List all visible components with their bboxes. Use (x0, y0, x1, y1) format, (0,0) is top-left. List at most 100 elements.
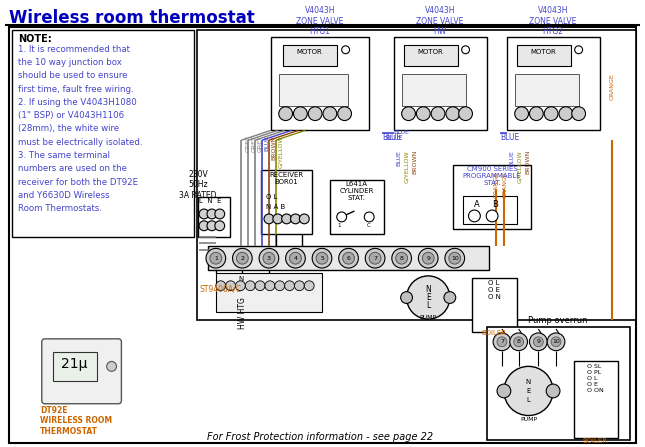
Bar (402, 74, 466, 106)
Circle shape (226, 281, 235, 291)
Text: MOTOR: MOTOR (296, 49, 322, 55)
Bar (394, 37, 487, 131)
Bar (462, 196, 517, 224)
Text: receiver for both the DT92E: receiver for both the DT92E (18, 177, 138, 186)
Text: BLUE: BLUE (394, 131, 410, 135)
Circle shape (286, 249, 305, 268)
Text: L641A
CYLINDER
STAT.: L641A CYLINDER STAT. (339, 181, 373, 201)
Circle shape (446, 107, 460, 121)
Text: BROWN: BROWN (412, 150, 417, 174)
Bar (279, 74, 348, 106)
Text: 9: 9 (426, 256, 430, 261)
Circle shape (406, 276, 450, 319)
Circle shape (486, 210, 498, 222)
Circle shape (571, 107, 586, 121)
Circle shape (293, 107, 307, 121)
Circle shape (265, 281, 275, 291)
Circle shape (392, 249, 412, 268)
Circle shape (233, 249, 252, 268)
Circle shape (493, 333, 511, 350)
Circle shape (337, 212, 346, 222)
Circle shape (255, 281, 265, 291)
Bar (208, 246, 489, 270)
Text: RECEIVER
BOR01: RECEIVER BOR01 (270, 172, 304, 185)
Text: PUMP: PUMP (420, 315, 437, 320)
Circle shape (419, 249, 438, 268)
Text: E: E (426, 293, 431, 302)
Text: A: A (475, 200, 480, 209)
Circle shape (468, 210, 481, 222)
Text: 6: 6 (346, 256, 350, 261)
Circle shape (284, 281, 295, 291)
Text: 5: 5 (320, 256, 324, 261)
Text: 10: 10 (552, 339, 560, 344)
Bar (515, 74, 579, 106)
Circle shape (338, 107, 352, 121)
Text: (28mm), the white wire: (28mm), the white wire (18, 124, 119, 134)
Bar (12, 30, 194, 236)
Circle shape (422, 252, 434, 264)
Circle shape (369, 252, 381, 264)
Circle shape (199, 209, 209, 219)
Circle shape (295, 281, 304, 291)
Circle shape (497, 337, 507, 347)
Circle shape (459, 107, 472, 121)
Circle shape (402, 107, 415, 121)
Text: 7: 7 (500, 339, 504, 344)
Circle shape (546, 384, 560, 398)
Circle shape (396, 252, 408, 264)
Text: N A B: N A B (266, 204, 285, 210)
Circle shape (216, 281, 226, 291)
Text: 9: 9 (537, 339, 541, 344)
Text: 10: 10 (451, 256, 459, 261)
Text: V4043H
ZONE VALVE
HTG2: V4043H ZONE VALVE HTG2 (530, 6, 577, 36)
Text: O L: O L (266, 194, 277, 200)
FancyBboxPatch shape (42, 339, 121, 404)
Text: BLUE: BLUE (500, 133, 519, 142)
Text: O SL
O PL
O L
O E
O ON: O SL O PL O L O E O ON (587, 364, 604, 392)
Text: 8: 8 (517, 339, 521, 344)
Text: 3. The same terminal: 3. The same terminal (18, 151, 110, 160)
Bar (453, 165, 531, 229)
Text: Wireless room thermostat: Wireless room thermostat (9, 9, 255, 27)
Text: O L
O E
O N: O L O E O N (488, 280, 501, 300)
Circle shape (547, 333, 565, 350)
Bar (53, 352, 97, 381)
Text: GREY: GREY (257, 135, 263, 152)
Circle shape (275, 281, 284, 291)
Text: ORANGE: ORANGE (610, 73, 615, 100)
Circle shape (290, 252, 301, 264)
Text: G/YELLOW: G/YELLOW (278, 135, 283, 168)
Bar (197, 30, 636, 320)
Text: must be electrically isolated.: must be electrically isolated. (18, 138, 143, 147)
Circle shape (342, 46, 350, 54)
Bar (330, 180, 384, 234)
Circle shape (290, 214, 301, 224)
Text: NOTE:: NOTE: (18, 34, 52, 44)
Text: 2. If using the V4043H1080: 2. If using the V4043H1080 (18, 98, 137, 107)
Circle shape (504, 367, 553, 416)
Text: 7: 7 (373, 256, 377, 261)
Circle shape (339, 249, 359, 268)
Circle shape (497, 384, 511, 398)
Text: N: N (425, 285, 431, 294)
Text: GREY: GREY (246, 135, 251, 152)
Text: B: B (492, 200, 498, 209)
Circle shape (551, 337, 561, 347)
Text: 8: 8 (400, 256, 404, 261)
Circle shape (273, 214, 283, 224)
Circle shape (445, 249, 464, 268)
Text: 1: 1 (338, 223, 341, 228)
Text: DT92E
WIRELESS ROOM
THERMOSTAT: DT92E WIRELESS ROOM THERMOSTAT (40, 406, 112, 435)
Circle shape (530, 333, 547, 350)
Text: ORANGE: ORANGE (502, 171, 508, 198)
Text: PUMP: PUMP (520, 417, 537, 422)
Text: BOILER: BOILER (583, 438, 608, 444)
Text: HW HTG: HW HTG (239, 298, 248, 329)
Circle shape (207, 221, 217, 231)
Text: 1: 1 (214, 256, 218, 261)
Circle shape (206, 249, 226, 268)
Text: should be used to ensure: should be used to ensure (18, 72, 128, 80)
Text: ST9400A/C: ST9400A/C (199, 285, 241, 294)
Text: Pump overrun: Pump overrun (528, 316, 588, 325)
